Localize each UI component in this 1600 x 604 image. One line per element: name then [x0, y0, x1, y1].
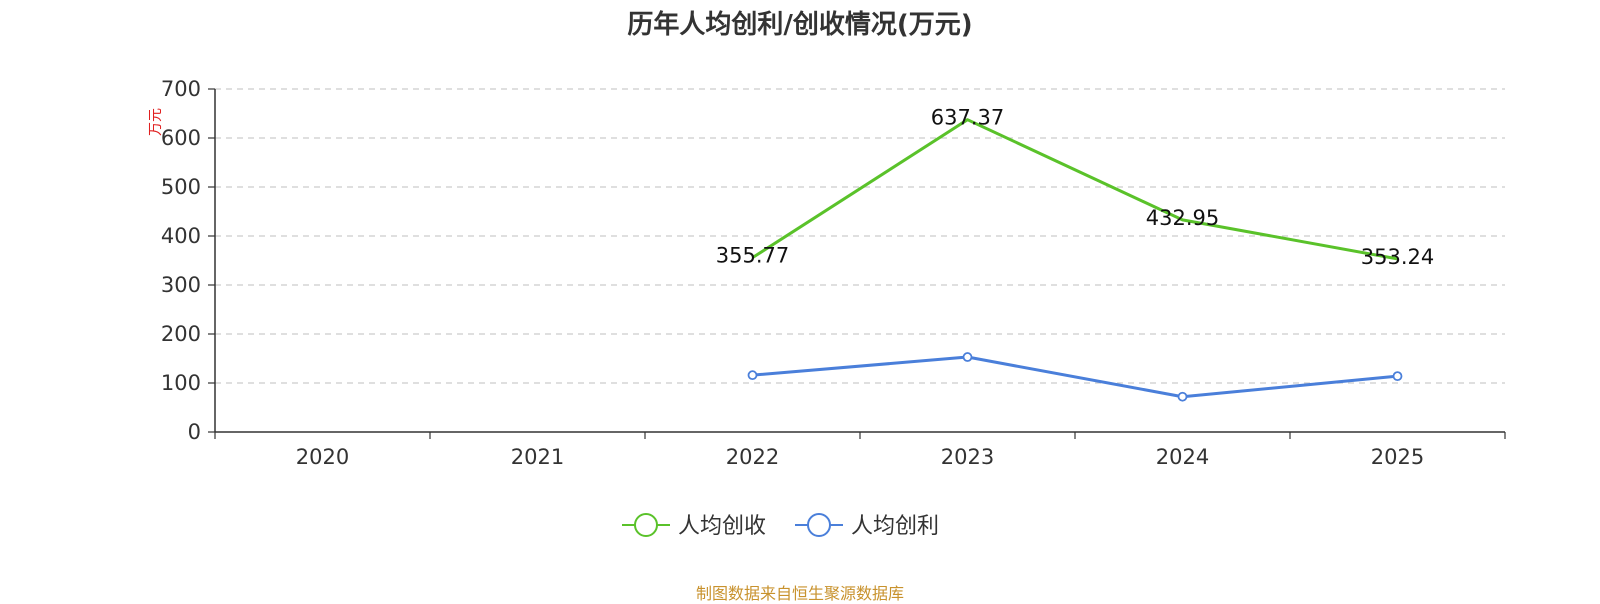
legend-label: 人均创收: [678, 514, 766, 539]
legend-label: 人均创利: [851, 514, 939, 539]
y-tick-label: 600: [161, 126, 201, 150]
legend-swatch-marker: [634, 513, 658, 537]
x-tick-label: 2025: [1371, 445, 1424, 469]
y-tick-label: 400: [161, 224, 201, 248]
y-tick-label: 100: [161, 371, 201, 395]
data-label: 432.95: [1146, 206, 1219, 230]
data-label: 353.24: [1361, 245, 1434, 269]
y-tick-label: 300: [161, 273, 201, 297]
x-tick-label: 2023: [941, 445, 994, 469]
data-label: 355.77: [716, 244, 789, 268]
data-point: [1177, 391, 1188, 402]
x-tick-label: 2021: [511, 445, 564, 469]
data-point: [1392, 371, 1403, 382]
x-tick-label: 2022: [726, 445, 779, 469]
y-tick-label: 700: [161, 77, 201, 101]
series-line-2: [752, 355, 1398, 399]
x-tick-label: 2020: [296, 445, 349, 469]
y-axis-label: 万元: [148, 108, 164, 136]
y-tick-label: 200: [161, 322, 201, 346]
legend-swatch-marker: [807, 513, 831, 537]
data-point: [747, 370, 758, 381]
y-tick-label: 500: [161, 175, 201, 199]
y-tick-label: 0: [188, 420, 201, 444]
chart-title: 历年人均创利/创收情况(万元): [627, 10, 973, 40]
x-tick-label: 2024: [1156, 445, 1209, 469]
series-line-1: [751, 118, 1398, 261]
data-label: 637.37: [931, 106, 1004, 130]
data-source-footer: 制图数据来自恒生聚源数据库: [695, 584, 904, 603]
data-point: [962, 352, 973, 362]
